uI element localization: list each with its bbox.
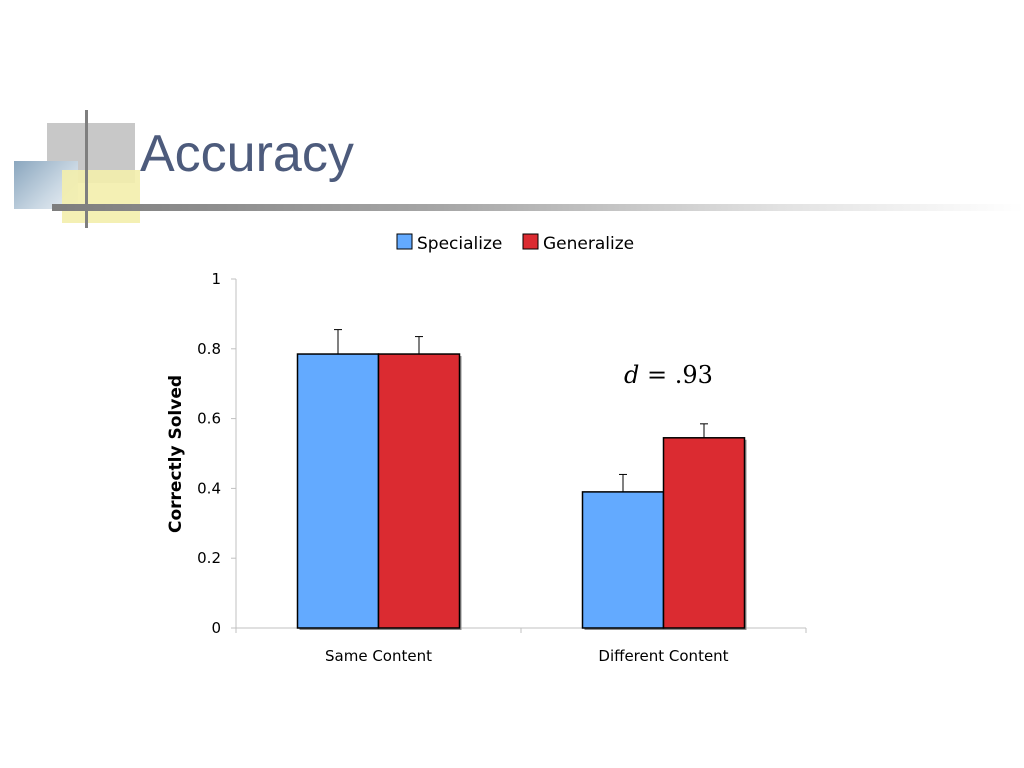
bar-specialize [296,353,380,629]
legend-label-specialize: Specialize [417,234,502,254]
effect-size-annotation: d = .93 [624,361,713,389]
legend: Specialize Generalize [396,233,634,254]
y-tick-label: 0.4 [197,479,221,497]
bar-generalize [662,437,746,629]
x-tick-label: Same Content [325,647,432,665]
decor-yellow-square [62,170,140,223]
y-tick-label: 0.2 [197,549,221,567]
slide-title: Accuracy [140,125,354,183]
decor-vertical-line [85,110,88,228]
tick-labels: 0 0.2 0.4 0.6 0.8 1 Same Content Different Cont… [197,270,729,665]
effect-size-variable: d [624,361,639,389]
y-tick-label: 1 [211,270,221,288]
effect-size-value: = .93 [639,361,713,389]
x-tick-label: Different Content [598,647,728,665]
y-axis-label: Correctly Solved [166,375,186,533]
legend-swatch-generalize [522,233,539,250]
y-tick-label: 0.6 [197,410,221,428]
bar-specialize [581,491,665,629]
y-tick-label: 0 [211,619,221,637]
y-tick-label: 0.8 [197,340,221,358]
bar-generalize [377,353,461,629]
legend-label-generalize: Generalize [543,234,634,254]
legend-swatch-specialize [396,233,413,250]
error-bars [334,329,708,492]
bars [296,353,747,630]
title-underline [52,204,1024,211]
